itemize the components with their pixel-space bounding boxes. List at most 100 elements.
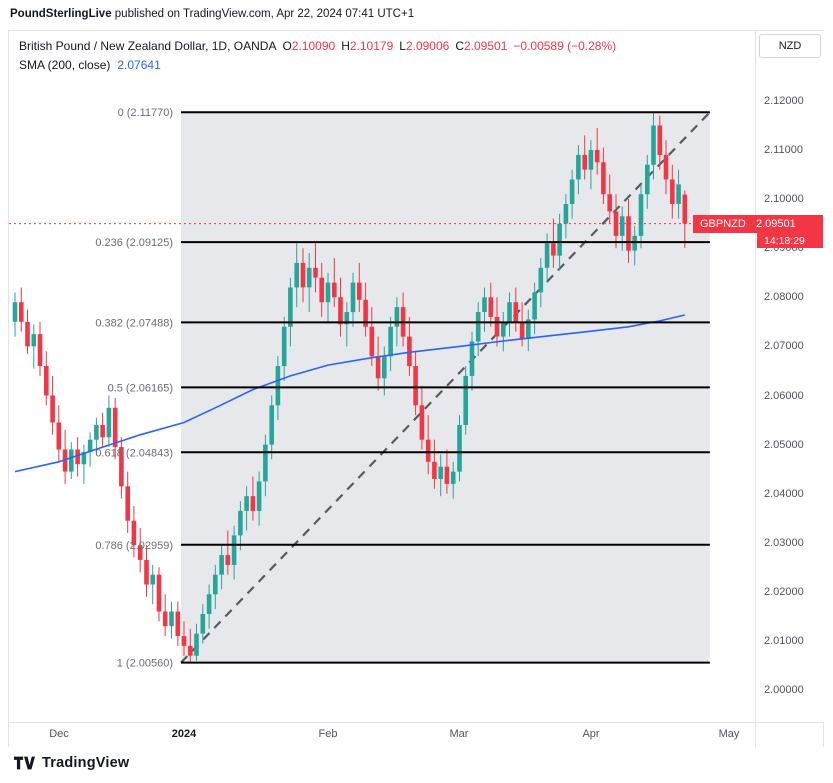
candle bbox=[319, 262, 324, 317]
candle bbox=[188, 628, 193, 663]
candle bbox=[206, 584, 212, 629]
candle bbox=[175, 601, 181, 646]
candle bbox=[162, 594, 168, 637]
change-value: −0.00589 (−0.28%) bbox=[513, 39, 617, 53]
candle bbox=[469, 331, 475, 391]
price-axis-label: 2.11000 bbox=[764, 144, 803, 156]
fib-label: 0.236 (2.09125) bbox=[95, 237, 173, 249]
candle bbox=[112, 398, 118, 460]
candle bbox=[294, 243, 299, 308]
candle bbox=[619, 206, 625, 251]
countdown-badge: 14:18:29 bbox=[757, 233, 823, 248]
legend-ohlc-row: British Pound / New Zealand Dollar, 1D, … bbox=[19, 37, 616, 56]
candle bbox=[569, 169, 575, 219]
candle bbox=[269, 395, 274, 460]
candle bbox=[651, 112, 656, 180]
time-axis-label: May bbox=[718, 728, 740, 740]
candle bbox=[444, 449, 450, 494]
candle bbox=[244, 486, 249, 531]
candle bbox=[601, 147, 606, 204]
candle bbox=[12, 292, 18, 337]
price-axis-label: 2.08000 bbox=[764, 291, 804, 303]
candle bbox=[56, 405, 62, 462]
candle bbox=[75, 437, 80, 477]
candle bbox=[69, 442, 74, 479]
attribution-header: PoundSterlingLive published on TradingVi… bbox=[10, 8, 414, 20]
low-value: 2.09006 bbox=[405, 39, 450, 53]
price-axis-label: 2.06000 bbox=[764, 390, 804, 402]
candle bbox=[219, 545, 224, 590]
candle bbox=[263, 434, 268, 497]
candle bbox=[200, 604, 206, 644]
candle bbox=[344, 302, 350, 347]
candle bbox=[538, 258, 544, 308]
candle bbox=[119, 437, 124, 499]
candle bbox=[670, 164, 675, 219]
time-axis-label: Mar bbox=[449, 728, 469, 740]
candle bbox=[457, 415, 462, 482]
candle bbox=[645, 154, 650, 209]
badge-price: 2.09501 bbox=[756, 218, 796, 230]
candle bbox=[626, 199, 631, 263]
candle bbox=[87, 432, 93, 467]
candle bbox=[357, 262, 362, 312]
symbol-title[interactable]: British Pound / New Zealand Dollar, 1D, … bbox=[19, 39, 277, 53]
candle bbox=[150, 564, 155, 605]
currency-button[interactable]: NZD bbox=[759, 34, 821, 58]
candle bbox=[607, 174, 612, 224]
candle bbox=[288, 277, 293, 347]
chart-legend: British Pound / New Zealand Dollar, 1D, … bbox=[19, 37, 616, 75]
candle bbox=[438, 454, 443, 497]
price-axis-label: 2.02000 bbox=[764, 586, 804, 598]
price-axis[interactable]: NZD 2.12000 2.11000 2.10000 2.09000 2.08000 2… bbox=[755, 31, 824, 722]
tradingview-logo bbox=[14, 756, 35, 770]
time-axis-label: Dec bbox=[49, 728, 69, 740]
candle bbox=[425, 415, 431, 475]
time-axis-label: 2024 bbox=[171, 728, 197, 740]
candle bbox=[563, 194, 569, 239]
candle bbox=[44, 351, 49, 406]
time-axis[interactable]: Dec 2024 Feb Mar Apr May bbox=[9, 722, 823, 747]
sma-label[interactable]: SMA (200, close) bbox=[19, 58, 111, 72]
candle bbox=[350, 272, 356, 327]
candle bbox=[231, 525, 237, 580]
candle bbox=[81, 444, 87, 484]
candle bbox=[513, 287, 519, 332]
candle bbox=[256, 471, 262, 526]
fib-label: 0.5 (2.06165) bbox=[108, 382, 173, 394]
candle bbox=[532, 282, 537, 335]
candle bbox=[501, 312, 506, 352]
candle bbox=[632, 226, 637, 266]
candle bbox=[144, 545, 149, 597]
candle bbox=[475, 302, 481, 357]
candle bbox=[488, 282, 494, 327]
legend-sma-row: SMA (200, close) 2.07641 bbox=[19, 56, 616, 75]
candle bbox=[325, 272, 331, 322]
candle bbox=[250, 476, 256, 521]
sma-value: 2.07641 bbox=[117, 58, 161, 72]
candle bbox=[131, 506, 137, 558]
candle bbox=[419, 385, 425, 450]
candle bbox=[50, 375, 55, 435]
close-label: C bbox=[455, 39, 464, 53]
candle bbox=[281, 316, 287, 381]
candle bbox=[338, 277, 343, 337]
candle bbox=[25, 309, 30, 354]
candle bbox=[450, 461, 456, 499]
candle bbox=[407, 316, 412, 376]
footer: TradingView bbox=[14, 755, 129, 771]
candle bbox=[156, 567, 162, 622]
candle bbox=[657, 115, 663, 170]
high-label: H bbox=[341, 39, 350, 53]
candle bbox=[213, 564, 218, 610]
low-label: L bbox=[399, 39, 406, 53]
fib-label: 0.786 (2.02959) bbox=[95, 540, 173, 552]
price-axis-label: 2.05000 bbox=[764, 439, 804, 451]
sma-line bbox=[14, 314, 685, 473]
candle bbox=[582, 135, 587, 180]
candle bbox=[106, 395, 112, 448]
candle bbox=[313, 242, 318, 293]
fib-label: 1 (2.00560) bbox=[117, 658, 173, 670]
price-chart[interactable]: 0 (2.11770) 0.236 (2.09125) 0.382 (2.07488… bbox=[9, 31, 755, 722]
candle bbox=[194, 623, 199, 661]
